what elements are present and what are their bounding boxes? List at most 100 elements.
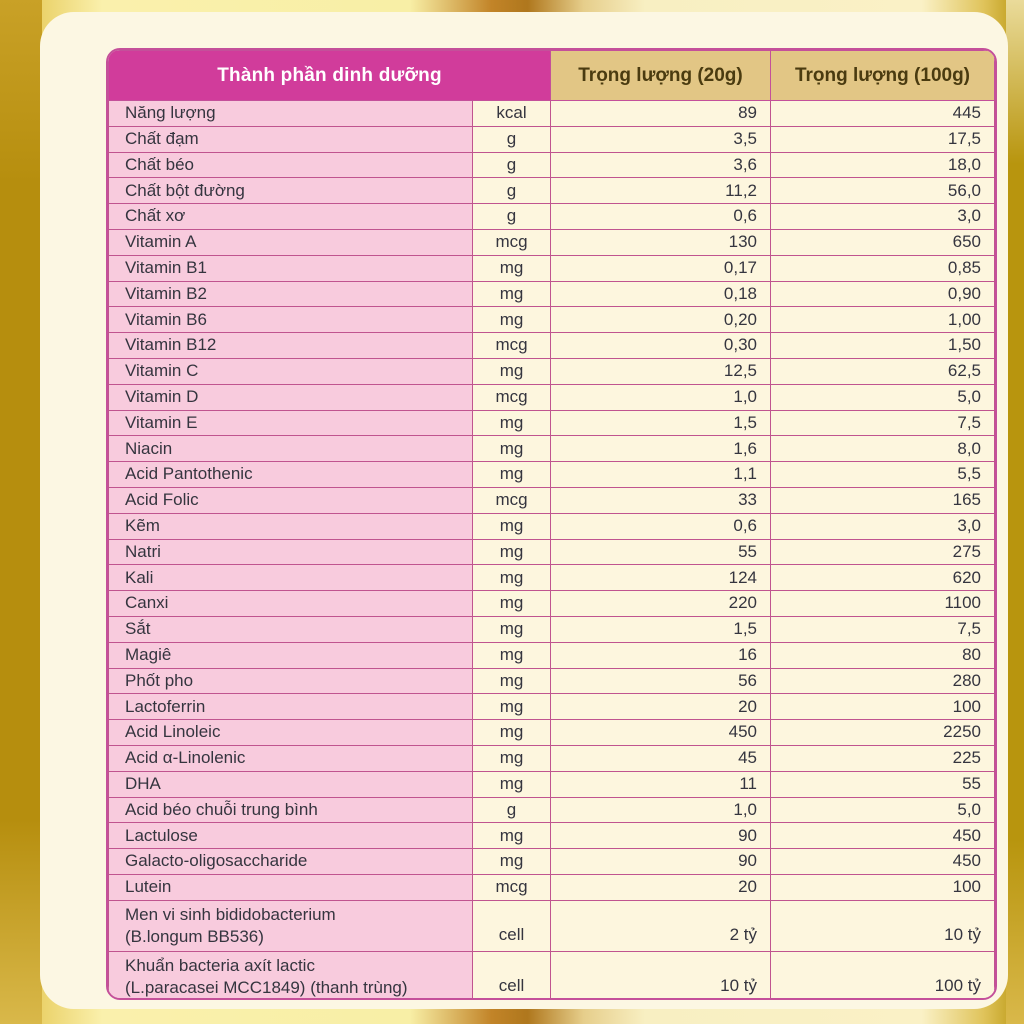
value-100g-cell: 100 tỷ [770,950,995,998]
value-20g-cell: 11 [550,770,771,798]
value-20g-cell: 10 tỷ [550,950,771,998]
unit-cell: mg [472,848,551,875]
nutrient-name-cell: Acid Linoleic [108,719,473,746]
unit-cell: g [472,203,551,230]
nutrient-name-cell: Natri [108,538,473,566]
table-row: Vitamin B6 mg 0,20 1,00 [108,306,995,334]
nutrient-name-cell: Khuẩn bacteria axít lactic (L.paracasei … [108,950,473,998]
unit-cell: g [472,796,551,824]
value-20g-cell: 56 [550,667,771,695]
table-row: Sắt mg 1,5 7,5 [108,615,995,643]
value-20g-cell: 3,6 [550,151,771,179]
value-20g-cell: 0,20 [550,306,771,334]
unit-cell: mg [472,744,551,772]
unit-cell: mcg [472,486,551,514]
nutrient-name-cell: Acid Pantothenic [108,461,473,488]
table-row: Canxi mg 220 1100 [108,590,995,617]
unit-cell: g [472,177,551,205]
unit-cell: mcg [472,332,551,359]
value-20g-cell: 45 [550,744,771,772]
table-body: Năng lượng kcal 89 445 Chất đạm g 3,5 17,5 Chất … [108,100,995,998]
unit-cell: cell [472,950,551,998]
value-20g-cell: 16 [550,641,771,669]
weight-100g-column-header: Trọng lượng (100g) [770,50,995,101]
table-row: Acid Pantothenic mg 1,1 5,5 [108,461,995,488]
nutrient-name-cell: Chất đạm [108,125,473,153]
nutrient-name-cell: Vitamin E [108,409,473,437]
nutrient-name-cell: Acid béo chuỗi trung bình [108,796,473,824]
table-row: Galacto-oligosaccharide mg 90 450 [108,848,995,875]
table-row: Kẽm mg 0,6 3,0 [108,512,995,540]
value-100g-cell: 56,0 [770,177,995,205]
value-100g-cell: 0,90 [770,280,995,308]
value-20g-cell: 90 [550,848,771,875]
nutrition-components-column-header: Thành phần dinh dưỡng [108,50,551,101]
nutrient-name-cell: Vitamin B12 [108,332,473,359]
value-20g-cell: 0,6 [550,203,771,230]
unit-cell: mcg [472,228,551,256]
table-row: Chất bột đường g 11,2 56,0 [108,177,995,205]
nutrient-name-cell: Niacin [108,435,473,463]
table-row: Men vi sinh bididobacterium (B.longum BB… [108,899,995,952]
table-row: Năng lượng kcal 89 445 [108,100,995,127]
value-20g-cell: 89 [550,100,771,127]
nutrient-name-cell: Chất béo [108,151,473,179]
value-100g-cell: 620 [770,564,995,592]
nutrient-name-cell: Magiê [108,641,473,669]
value-100g-cell: 80 [770,641,995,669]
nutrient-name-cell: Lactulose [108,822,473,850]
nutrient-name-cell: Acid Folic [108,486,473,514]
value-100g-cell: 55 [770,770,995,798]
table-row: Acid Folic mcg 33 165 [108,486,995,514]
value-100g-cell: 1100 [770,590,995,617]
value-100g-cell: 18,0 [770,151,995,179]
unit-cell: mg [472,409,551,437]
table-row: Lactulose mg 90 450 [108,822,995,850]
unit-cell: mg [472,564,551,592]
nutrient-name-cell: Vitamin A [108,228,473,256]
unit-cell: mg [472,512,551,540]
value-20g-cell: 1,1 [550,461,771,488]
value-20g-cell: 2 tỷ [550,899,771,952]
value-100g-cell: 17,5 [770,125,995,153]
unit-cell: mg [472,461,551,488]
value-100g-cell: 225 [770,744,995,772]
value-100g-cell: 445 [770,100,995,127]
nutrient-name-cell: Vitamin C [108,357,473,385]
value-100g-cell: 5,0 [770,383,995,411]
unit-cell: g [472,151,551,179]
table-row: Acid béo chuỗi trung bình g 1,0 5,0 [108,796,995,824]
value-100g-cell: 450 [770,822,995,850]
table-row: Kali mg 124 620 [108,564,995,592]
value-100g-cell: 62,5 [770,357,995,385]
value-20g-cell: 1,0 [550,383,771,411]
nutrient-name-cell: Lutein [108,873,473,901]
value-20g-cell: 220 [550,590,771,617]
value-100g-cell: 0,85 [770,254,995,282]
value-100g-cell: 100 [770,873,995,901]
nutrient-name-cell: Acid α-Linolenic [108,744,473,772]
nutrient-name-cell: Năng lượng [108,100,473,127]
table-row: Natri mg 55 275 [108,538,995,566]
unit-cell: mcg [472,873,551,901]
unit-cell: kcal [472,100,551,127]
table-row: Lutein mcg 20 100 [108,873,995,901]
value-20g-cell: 11,2 [550,177,771,205]
nutrient-name-cell: Vitamin B2 [108,280,473,308]
value-20g-cell: 1,6 [550,435,771,463]
nutrient-name-cell: Canxi [108,590,473,617]
value-20g-cell: 0,18 [550,280,771,308]
nutrition-table: Thành phần dinh dưỡng Trọng lượng (20g) … [106,48,997,1000]
nutrient-name-cell: Phốt pho [108,667,473,695]
value-20g-cell: 1,5 [550,409,771,437]
unit-cell: mg [472,693,551,721]
table-row: Lactoferrin mg 20 100 [108,693,995,721]
unit-cell: mg [472,667,551,695]
unit-cell: mg [472,254,551,282]
value-20g-cell: 3,5 [550,125,771,153]
gold-frame-right [1006,0,1024,1024]
unit-cell: mg [472,306,551,334]
value-100g-cell: 10 tỷ [770,899,995,952]
